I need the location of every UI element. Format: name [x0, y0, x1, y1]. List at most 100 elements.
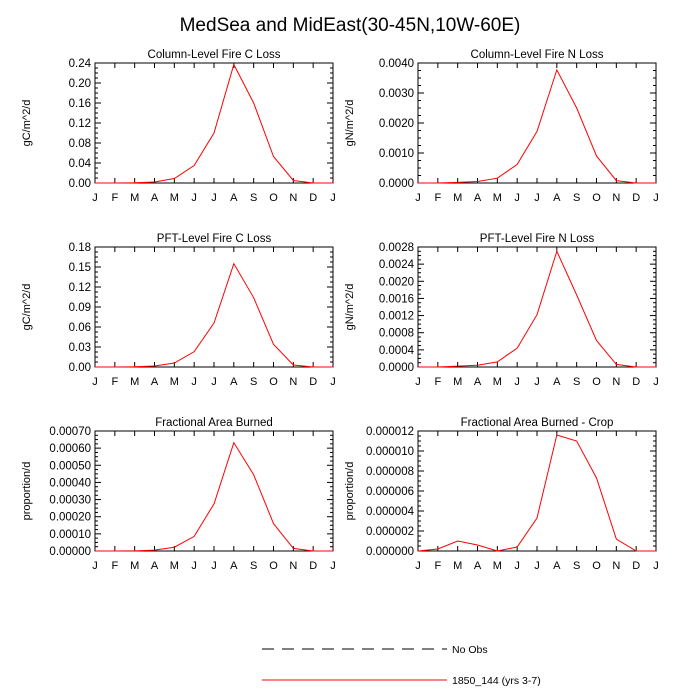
- y-tick-label: 0.0000: [379, 178, 414, 190]
- x-tick-label: A: [553, 192, 561, 204]
- x-tick-label: F: [111, 376, 118, 388]
- figure-title: MedSea and MidEast(30-45N,10W-60E): [180, 15, 521, 36]
- y-tick-label: 0.0008: [379, 328, 414, 340]
- x-tick-label: A: [474, 192, 482, 204]
- x-tick-label: A: [151, 376, 159, 388]
- x-tick-label: M: [130, 560, 139, 572]
- y-tick-label: 0.0010: [379, 148, 414, 160]
- x-tick-label: J: [211, 560, 217, 572]
- x-tick-label: S: [250, 192, 257, 204]
- x-tick-label: S: [573, 376, 580, 388]
- y-tick-label: 0.00: [69, 362, 91, 374]
- y-tick-label: 0.000004: [366, 506, 415, 518]
- x-tick-label: J: [330, 192, 336, 204]
- x-tick-label: D: [309, 376, 317, 388]
- y-axis-label: gC/m^2/d: [21, 284, 33, 331]
- y-tick-label: 0.000002: [366, 526, 414, 538]
- panel-title: Column-Level Fire N Loss: [471, 49, 604, 61]
- x-tick-label: J: [653, 376, 659, 388]
- x-tick-label: M: [130, 376, 139, 388]
- y-tick-label: 0.12: [69, 282, 91, 294]
- x-tick-label: A: [230, 192, 238, 204]
- x-tick-label: S: [250, 376, 257, 388]
- series-line: [95, 441, 333, 552]
- x-tick-label: J: [92, 560, 98, 572]
- x-tick-label: F: [434, 560, 441, 572]
- y-axis-label: proportion/d: [21, 462, 33, 521]
- x-tick-label: O: [269, 376, 278, 388]
- series-line: [95, 63, 333, 184]
- x-tick-label: D: [632, 192, 640, 204]
- y-tick-label: 0.000006: [366, 486, 414, 498]
- y-tick-label: 0.00020: [49, 512, 91, 524]
- x-tick-label: D: [632, 560, 640, 572]
- y-tick-label: 0.00040: [49, 477, 91, 489]
- x-tick-label: M: [493, 192, 502, 204]
- x-tick-label: O: [269, 560, 278, 572]
- x-tick-label: D: [309, 560, 317, 572]
- y-axis-label: gN/m^2/d: [344, 284, 356, 331]
- x-tick-label: M: [170, 560, 179, 572]
- x-tick-label: O: [269, 192, 278, 204]
- series-line: [418, 68, 656, 184]
- y-tick-label: 0.000008: [366, 466, 414, 478]
- x-tick-label: M: [453, 560, 462, 572]
- y-axis-label: gN/m^2/d: [344, 100, 356, 147]
- y-tick-label: 0.0020: [379, 276, 414, 288]
- x-tick-label: F: [434, 192, 441, 204]
- panel-title: PFT-Level Fire N Loss: [480, 233, 595, 245]
- x-tick-label: F: [434, 376, 441, 388]
- x-tick-label: N: [612, 560, 620, 572]
- x-tick-label: J: [211, 376, 217, 388]
- x-tick-label: O: [592, 560, 601, 572]
- y-axis-label: proportion/d: [344, 462, 356, 521]
- x-tick-label: F: [111, 560, 118, 572]
- y-tick-label: 0.0012: [379, 311, 414, 323]
- x-tick-label: J: [653, 192, 659, 204]
- panel-title: Fractional Area Burned - Crop: [461, 417, 614, 429]
- y-tick-label: 0.00070: [49, 426, 91, 438]
- legend: No Obs 1850_144 (yrs 3-7): [262, 644, 541, 687]
- x-tick-label: S: [250, 560, 257, 572]
- legend-label-1: No Obs: [452, 644, 488, 656]
- series-line: [418, 249, 656, 368]
- x-tick-label: O: [592, 376, 601, 388]
- y-axis-label: gC/m^2/d: [21, 100, 33, 147]
- x-tick-label: N: [612, 192, 620, 204]
- x-tick-label: A: [553, 560, 561, 572]
- x-tick-label: A: [230, 560, 238, 572]
- x-tick-label: O: [592, 192, 601, 204]
- y-tick-label: 0.000000: [366, 546, 414, 558]
- x-tick-label: S: [573, 560, 580, 572]
- x-tick-label: J: [534, 560, 540, 572]
- y-tick-label: 0.12: [69, 118, 91, 130]
- y-tick-label: 0.00000: [49, 546, 91, 558]
- y-tick-label: 0.03: [69, 342, 91, 354]
- x-tick-label: J: [330, 560, 336, 572]
- x-tick-label: J: [415, 560, 421, 572]
- x-tick-label: D: [632, 376, 640, 388]
- y-tick-label: 0.0040: [379, 58, 414, 70]
- y-tick-label: 0.0004: [379, 345, 415, 357]
- x-tick-label: A: [230, 376, 238, 388]
- x-tick-label: J: [191, 560, 197, 572]
- x-tick-label: J: [191, 376, 197, 388]
- y-tick-label: 0.08: [69, 138, 91, 150]
- y-tick-label: 0.20: [69, 78, 91, 90]
- y-tick-label: 0.0000: [379, 362, 414, 374]
- x-tick-label: M: [493, 560, 502, 572]
- panel-title: Column-Level Fire C Loss: [148, 49, 281, 61]
- y-tick-label: 0.18: [69, 242, 91, 254]
- x-tick-label: M: [170, 376, 179, 388]
- x-tick-label: M: [130, 192, 139, 204]
- plot-frame: [417, 246, 657, 368]
- y-tick-label: 0.00060: [49, 443, 91, 455]
- panel-title: Fractional Area Burned: [155, 417, 273, 429]
- x-tick-label: J: [534, 192, 540, 204]
